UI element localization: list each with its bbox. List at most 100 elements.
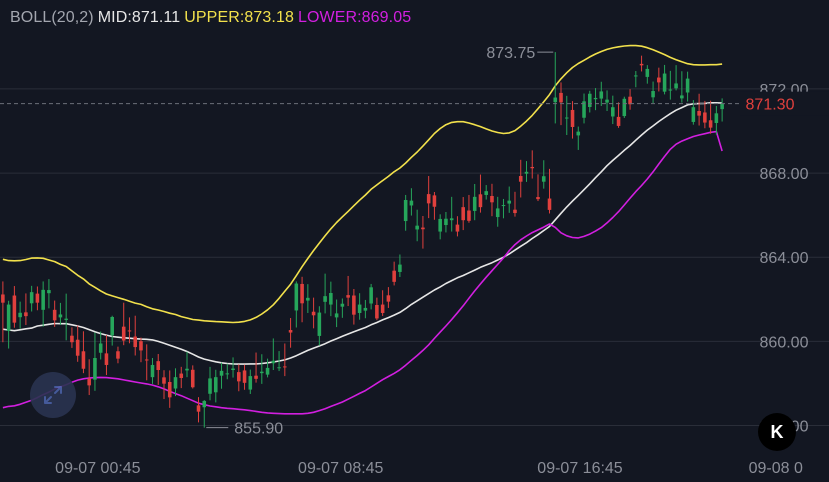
candle-body — [536, 197, 540, 200]
candle-body — [300, 283, 304, 304]
candle-body — [467, 210, 471, 221]
candle-body — [605, 99, 609, 103]
candle-body — [611, 107, 615, 117]
candle-body — [283, 366, 287, 368]
candle-body — [225, 373, 230, 375]
candle-body — [242, 370, 247, 383]
candle-body — [265, 367, 270, 375]
candle-body — [173, 377, 178, 389]
k-logo-button[interactable]: K — [758, 413, 796, 451]
y-tick-label: 864.00 — [760, 250, 809, 267]
candle-body — [47, 290, 51, 294]
candle-body — [380, 304, 385, 313]
candle-body — [421, 227, 425, 230]
candle-body — [317, 312, 322, 336]
candle-body — [386, 295, 391, 302]
candle-body — [167, 381, 172, 398]
candle-body — [306, 297, 310, 301]
candle-body — [104, 353, 109, 365]
candle-body — [472, 196, 477, 211]
candle-body — [576, 131, 581, 136]
boll-lower-line — [2, 130, 723, 415]
candle-body — [668, 89, 673, 91]
candle-body — [357, 304, 362, 313]
candle-body — [35, 293, 40, 303]
candle-body — [75, 339, 80, 356]
candle-body — [150, 364, 155, 378]
candle-body — [87, 378, 91, 386]
candle-body — [375, 304, 379, 319]
candle-body — [81, 351, 86, 369]
candle-body — [703, 112, 707, 123]
candle-body — [260, 371, 264, 374]
candle-body — [484, 191, 488, 195]
candle-body — [133, 336, 138, 348]
candle-body — [449, 218, 454, 221]
candle-body — [697, 111, 701, 116]
candle-body — [553, 97, 558, 103]
candle-body — [121, 326, 126, 341]
candle-body — [599, 91, 604, 99]
candle-body — [352, 295, 356, 315]
candle-body — [329, 292, 333, 305]
candle-body — [29, 292, 34, 304]
candle-body — [196, 405, 201, 412]
candle-body — [231, 368, 235, 370]
candle-body — [570, 109, 575, 127]
candle-body — [524, 171, 529, 174]
candle-body — [518, 176, 523, 182]
candle-body — [41, 289, 45, 310]
candle-body — [680, 95, 684, 99]
candle-body — [185, 368, 189, 371]
candle-body — [156, 361, 161, 370]
candle-body — [547, 198, 552, 210]
candle-body — [219, 370, 224, 376]
candle-body — [70, 335, 74, 343]
candle-body — [237, 372, 241, 382]
candle-body — [139, 341, 143, 351]
candle-body — [52, 309, 57, 321]
x-tick-label: 09-07 00:45 — [55, 460, 141, 477]
candle-body — [685, 78, 690, 93]
candle-body — [248, 376, 253, 390]
candle-body — [12, 295, 17, 323]
candle-body — [513, 209, 517, 214]
candle-body — [559, 92, 563, 103]
candle-body — [639, 63, 644, 66]
candle-body — [634, 75, 638, 77]
boll-upper-value: UPPER:873.18 — [184, 9, 294, 26]
y-tick-label: 860.00 — [760, 334, 809, 351]
k-logo-icon: K — [770, 421, 784, 442]
candle-body — [444, 218, 448, 226]
candle-body — [432, 195, 437, 207]
candle-body — [501, 205, 506, 207]
candle-body — [6, 304, 11, 331]
candle-body — [202, 400, 207, 408]
candle-body — [64, 318, 68, 320]
candle-body — [674, 83, 678, 89]
candle-body — [461, 207, 465, 221]
candle-body — [58, 314, 63, 318]
candle-body — [714, 113, 719, 123]
boll-upper-line — [2, 44, 723, 324]
candle-body — [110, 316, 114, 336]
candle-body — [24, 312, 28, 317]
candle-body — [582, 101, 586, 118]
candle-body — [593, 97, 598, 100]
candle-body — [564, 117, 569, 119]
candle-body — [213, 377, 218, 393]
candle-body — [288, 330, 293, 333]
candle-body — [98, 343, 103, 353]
candle-body — [1, 294, 5, 303]
candle-body — [398, 264, 402, 272]
candle-body — [651, 91, 655, 98]
candle-body — [369, 287, 373, 304]
candle-body — [271, 360, 276, 364]
collapse-button[interactable] — [30, 372, 76, 418]
candle-body — [622, 98, 627, 117]
candle-body — [662, 73, 667, 92]
candle-body — [190, 369, 195, 388]
boll-indicator-header: BOLL(20,2) MID:871.11 UPPER:873.18 LOWER:86… — [10, 9, 415, 27]
